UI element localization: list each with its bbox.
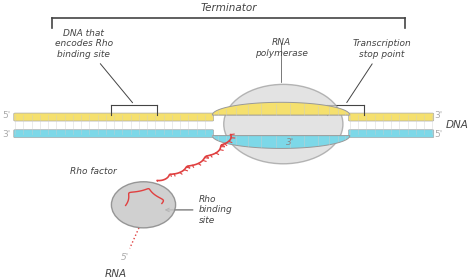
Text: 5': 5' [435, 130, 443, 139]
Text: 5': 5' [2, 110, 10, 120]
Ellipse shape [224, 84, 343, 164]
Text: DNA: DNA [446, 120, 469, 130]
FancyBboxPatch shape [348, 130, 434, 138]
Text: RNA: RNA [105, 269, 127, 279]
Text: 5': 5' [121, 254, 129, 263]
Polygon shape [212, 136, 350, 148]
Ellipse shape [111, 182, 175, 228]
Text: Terminator: Terminator [200, 3, 256, 13]
Text: DNA that
encodes Rho
binding site: DNA that encodes Rho binding site [55, 29, 133, 103]
Text: 3': 3' [435, 110, 443, 120]
Text: Rho
binding
site: Rho binding site [166, 195, 232, 225]
FancyBboxPatch shape [348, 113, 434, 121]
Polygon shape [212, 102, 350, 115]
Text: Transcription
stop point: Transcription stop point [347, 39, 411, 103]
FancyBboxPatch shape [14, 113, 214, 121]
Text: 3': 3' [2, 130, 10, 139]
FancyBboxPatch shape [14, 130, 214, 138]
Text: 3': 3' [286, 138, 294, 147]
Text: Rho factor: Rho factor [70, 167, 117, 176]
Text: RNA
polymerase: RNA polymerase [255, 38, 308, 58]
